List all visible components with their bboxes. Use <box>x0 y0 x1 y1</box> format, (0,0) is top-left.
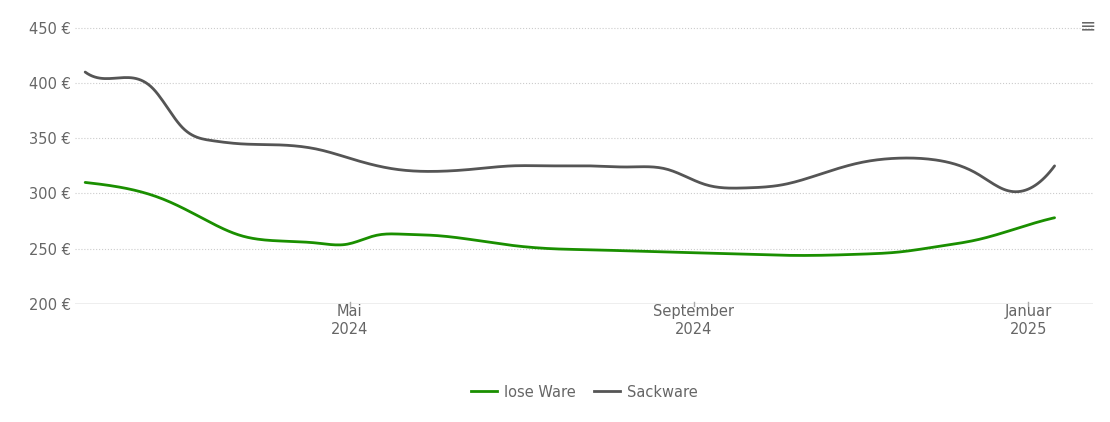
Text: Januar
2025: Januar 2025 <box>1005 304 1052 338</box>
Text: Mai
2024: Mai 2024 <box>331 304 369 338</box>
Legend: lose Ware, Sackware: lose Ware, Sackware <box>465 379 704 406</box>
Text: ≡: ≡ <box>1080 17 1097 36</box>
Text: September
2024: September 2024 <box>654 304 735 338</box>
